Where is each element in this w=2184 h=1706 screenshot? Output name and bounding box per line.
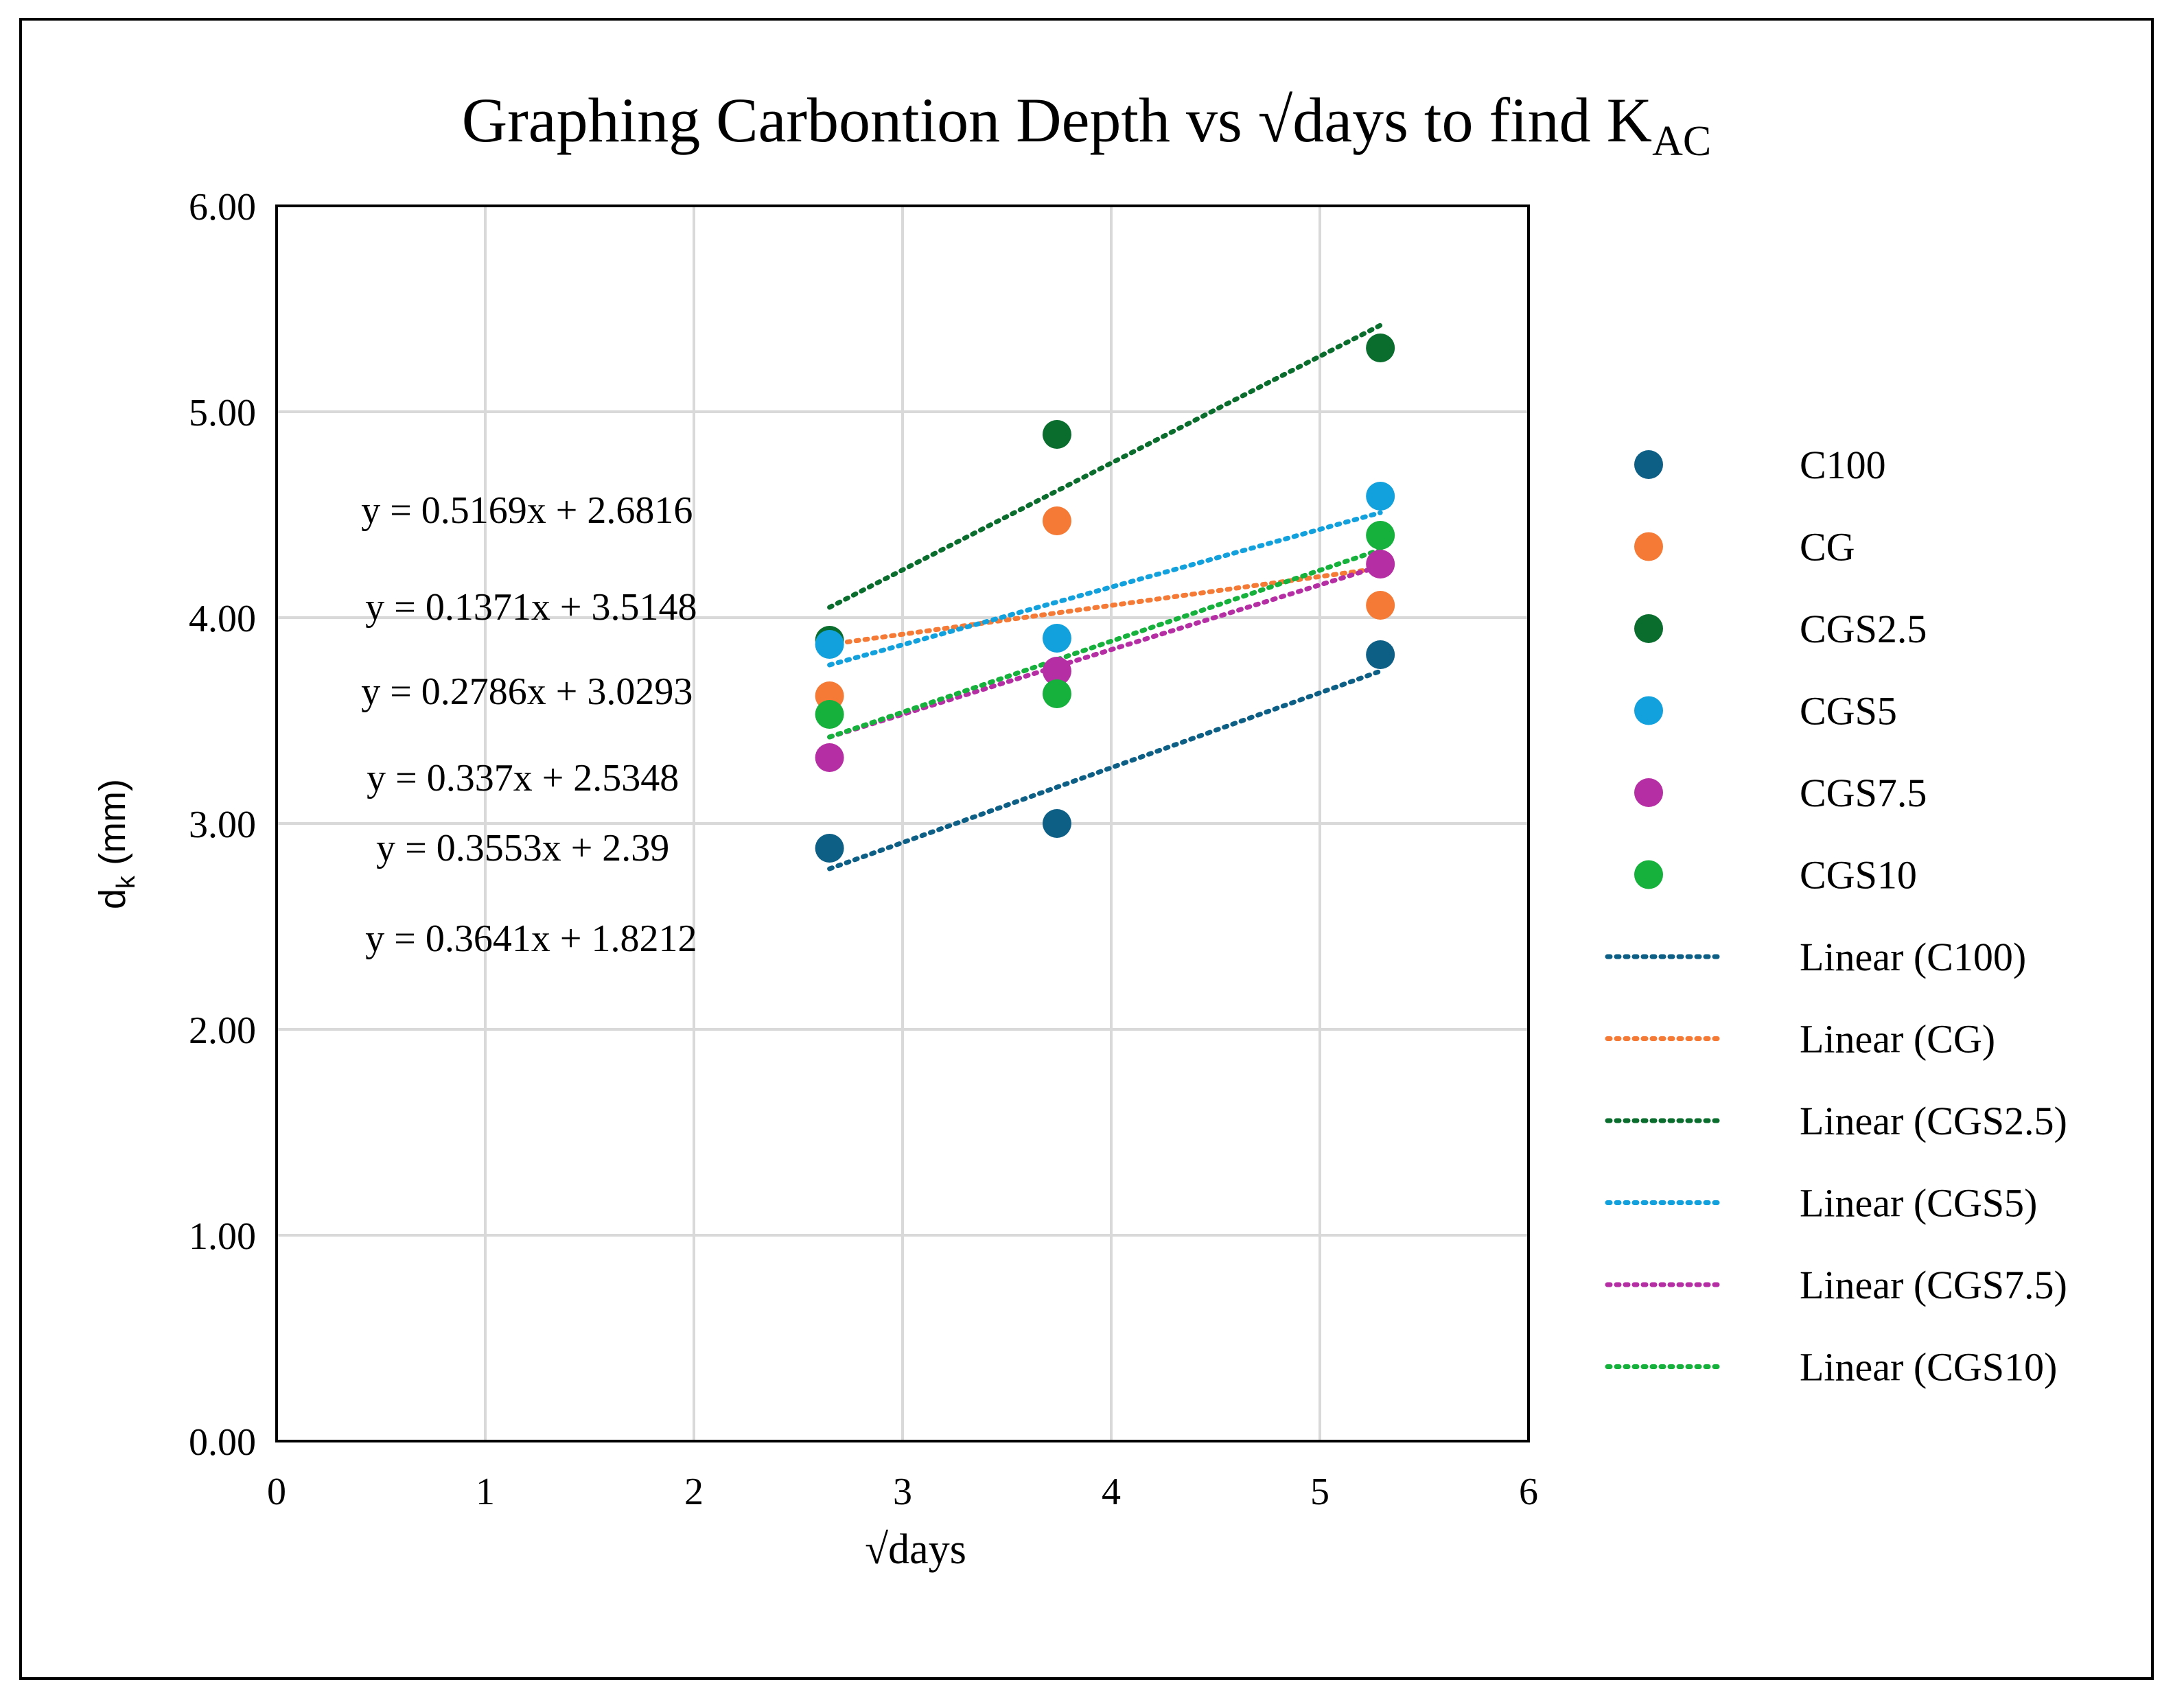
point-cgs7-5 bbox=[815, 743, 844, 772]
equation-annotations: y = 0.5169x + 2.6816 y = 0.1371x + 3.5148… bbox=[361, 489, 697, 960]
y-tick-label: 5.00 bbox=[189, 392, 256, 434]
chart-svg: 0 1 2 3 4 5 6 0.00 1.00 2.00 3.00 4.00 5.00 6.00 y =… bbox=[92, 85, 2067, 1573]
legend-marker-cg bbox=[1634, 532, 1663, 561]
legend-marker-cgs10 bbox=[1634, 860, 1663, 889]
chart-frame: 0 1 2 3 4 5 6 0.00 1.00 2.00 3.00 4.00 5.00 6.00 y =… bbox=[19, 18, 2154, 1680]
trendline-c100 bbox=[827, 668, 1383, 872]
legend-trend-label: Linear (CGS7.5) bbox=[1800, 1263, 2067, 1307]
trendline-cgs7-5 bbox=[827, 563, 1383, 740]
point-cgs2-5 bbox=[1042, 420, 1071, 449]
point-cgs10 bbox=[815, 700, 844, 729]
trendlines bbox=[827, 323, 1383, 872]
chart-title-subscript: AC bbox=[1652, 118, 1711, 165]
legend-trend-label: Linear (CGS5) bbox=[1800, 1181, 2037, 1226]
grid bbox=[275, 205, 1530, 1442]
trendline-cgs2-5 bbox=[827, 323, 1383, 610]
point-c100 bbox=[1366, 640, 1395, 669]
point-cg bbox=[1366, 591, 1395, 620]
y-tick-label: 0.00 bbox=[189, 1421, 256, 1464]
point-cgs5 bbox=[1366, 482, 1395, 511]
x-tick-label: 0 bbox=[267, 1471, 286, 1513]
y-tick-label: 4.00 bbox=[189, 598, 256, 640]
y-tick-label: 1.00 bbox=[189, 1215, 256, 1258]
x-tick-label: 5 bbox=[1310, 1471, 1329, 1513]
x-axis-label: √days bbox=[865, 1526, 966, 1573]
legend-label: C100 bbox=[1800, 443, 1886, 487]
x-tick-label: 4 bbox=[1102, 1471, 1121, 1513]
legend-label: CGS7.5 bbox=[1800, 771, 1927, 815]
y-tick-label: 3.00 bbox=[189, 804, 256, 846]
trend-equation: y = 0.1371x + 3.5148 bbox=[365, 586, 697, 629]
trend-equation: y = 0.3553x + 2.39 bbox=[376, 827, 669, 869]
legend-marker-cgs2-5 bbox=[1634, 614, 1663, 643]
legend-label: CGS2.5 bbox=[1800, 607, 1927, 651]
chart-title: Graphing Carbontion Depth vs √days to fi… bbox=[462, 85, 1712, 165]
point-cgs5 bbox=[815, 630, 844, 659]
trend-equation: y = 0.337x + 2.5348 bbox=[367, 757, 679, 799]
legend-trend-label: Linear (CG) bbox=[1800, 1017, 1995, 1062]
point-cgs10 bbox=[1366, 521, 1395, 550]
y-axis-label-main: d bbox=[92, 889, 133, 909]
y-tick-labels: 0.00 1.00 2.00 3.00 4.00 5.00 6.00 bbox=[189, 186, 256, 1464]
legend-marker-cgs7-5 bbox=[1634, 778, 1663, 807]
legend: C100 CG CGS2.5 CGS5 CGS7.5 CGS10 Linear (C100)… bbox=[1605, 443, 2067, 1390]
y-axis-label-unit: (mm) bbox=[92, 779, 133, 876]
x-tick-labels: 0 1 2 3 4 5 6 bbox=[267, 1471, 1538, 1513]
plot-area-border bbox=[275, 205, 1530, 1442]
point-c100 bbox=[1042, 809, 1071, 838]
trendline-cgs5 bbox=[827, 510, 1383, 668]
y-axis-label: dk (mm) bbox=[92, 779, 141, 909]
data-points bbox=[815, 334, 1395, 863]
point-c100 bbox=[815, 834, 844, 863]
point-cgs7-5 bbox=[1366, 550, 1395, 579]
legend-trend-label: Linear (CGS10) bbox=[1800, 1345, 2057, 1390]
y-tick-label: 6.00 bbox=[189, 186, 256, 229]
legend-label: CG bbox=[1800, 525, 1855, 570]
point-cgs10 bbox=[1042, 679, 1071, 708]
legend-trend-label: Linear (C100) bbox=[1800, 935, 2026, 979]
x-tick-label: 1 bbox=[476, 1471, 495, 1513]
y-tick-label: 2.00 bbox=[189, 1009, 256, 1052]
chart-title-main: Graphing Carbontion Depth vs √days to fi… bbox=[462, 85, 1652, 155]
trend-equation: y = 0.3641x + 1.8212 bbox=[365, 918, 697, 960]
trend-equation: y = 0.5169x + 2.6816 bbox=[361, 489, 693, 532]
point-cg bbox=[1042, 506, 1071, 535]
point-cgs5 bbox=[1042, 624, 1071, 653]
x-tick-label: 3 bbox=[893, 1471, 912, 1513]
point-cgs7-5 bbox=[1042, 657, 1071, 686]
legend-label: CGS5 bbox=[1800, 689, 1897, 734]
legend-marker-c100 bbox=[1634, 450, 1663, 479]
x-tick-label: 2 bbox=[684, 1471, 704, 1513]
y-axis-label-subscript: k bbox=[112, 875, 141, 889]
trendline-cgs10 bbox=[827, 547, 1383, 740]
point-cgs2-5 bbox=[1366, 334, 1395, 362]
legend-marker-cgs5 bbox=[1634, 696, 1663, 725]
legend-label: CGS10 bbox=[1800, 853, 1917, 898]
trend-equation: y = 0.2786x + 3.0293 bbox=[361, 670, 693, 713]
x-tick-label: 6 bbox=[1519, 1471, 1538, 1513]
legend-trend-label: Linear (CGS2.5) bbox=[1800, 1099, 2067, 1143]
